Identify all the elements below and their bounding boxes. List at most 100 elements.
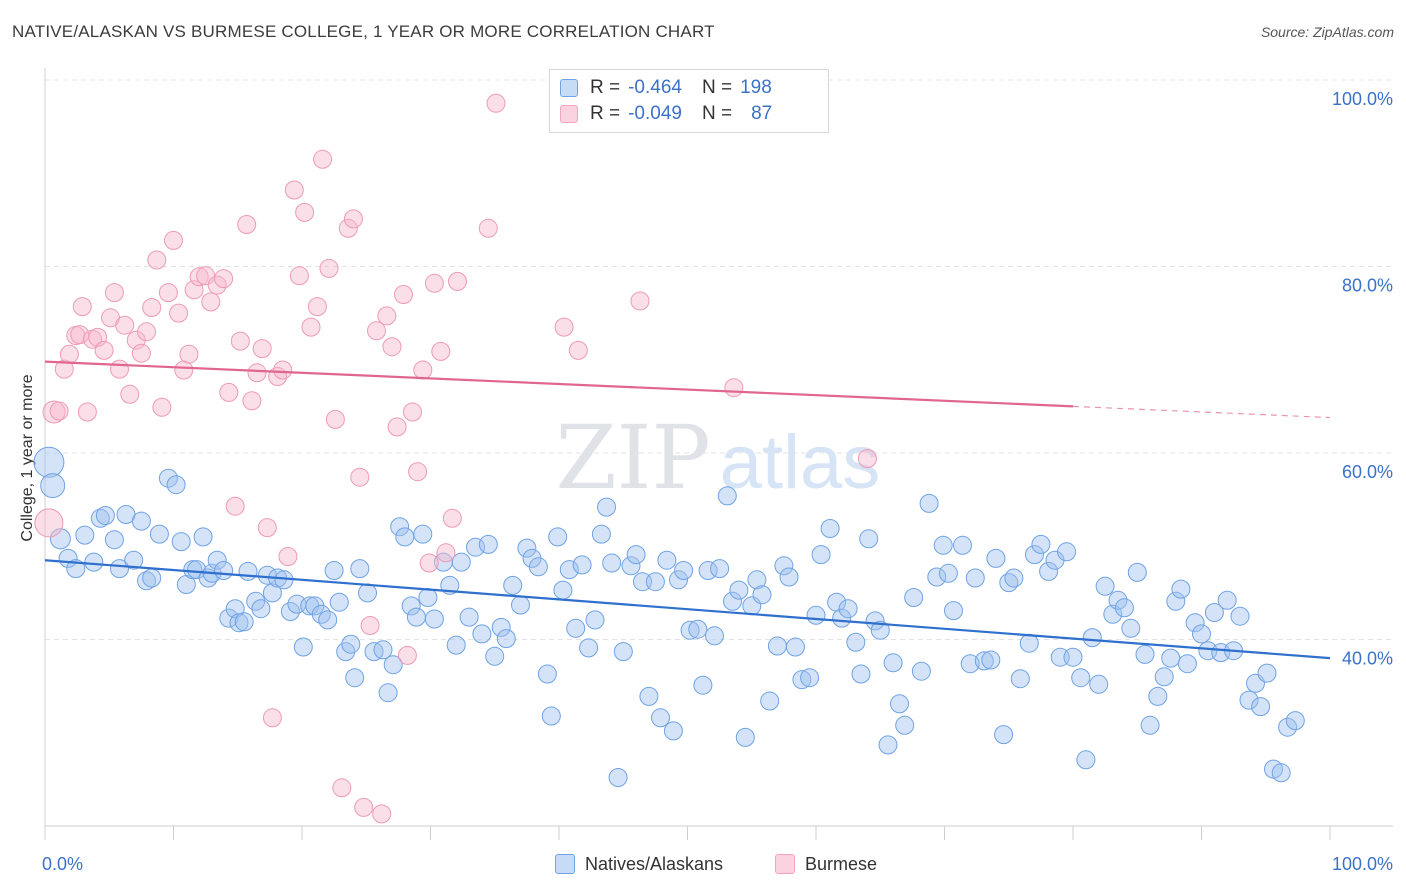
data-point bbox=[859, 529, 879, 549]
data-point bbox=[680, 620, 700, 640]
data-point bbox=[1140, 715, 1160, 735]
data-point bbox=[390, 517, 410, 537]
data-point bbox=[1166, 591, 1186, 611]
data-point bbox=[293, 637, 313, 657]
data-point bbox=[747, 570, 767, 590]
data-point bbox=[651, 708, 670, 728]
data-point bbox=[214, 269, 234, 289]
data-point bbox=[137, 322, 156, 342]
legend-item-natives[interactable]: Natives/Alaskans bbox=[555, 852, 723, 876]
data-point bbox=[104, 530, 124, 550]
data-point bbox=[442, 508, 462, 528]
data-point bbox=[572, 555, 592, 575]
r-value: -0.464 bbox=[628, 77, 682, 98]
data-point bbox=[229, 613, 249, 633]
data-point bbox=[124, 550, 144, 570]
data-point bbox=[418, 588, 438, 607]
data-point bbox=[120, 384, 140, 404]
data-point bbox=[630, 291, 650, 311]
data-point bbox=[1025, 545, 1044, 565]
data-point bbox=[383, 655, 403, 675]
data-point bbox=[329, 592, 349, 612]
n-value: 198 bbox=[740, 77, 772, 98]
data-point bbox=[478, 534, 498, 554]
data-point bbox=[360, 616, 380, 635]
data-point bbox=[448, 271, 467, 291]
data-point bbox=[974, 651, 994, 671]
data-point bbox=[280, 602, 300, 621]
data-point bbox=[806, 605, 826, 625]
data-point bbox=[669, 570, 688, 590]
data-point bbox=[832, 608, 852, 628]
data-point bbox=[760, 691, 780, 711]
data-point bbox=[1161, 648, 1181, 668]
data-point bbox=[820, 519, 840, 538]
data-point bbox=[413, 524, 433, 544]
data-point bbox=[608, 768, 628, 787]
data-point bbox=[49, 401, 69, 421]
r-value: -0.049 bbox=[628, 103, 682, 124]
data-point bbox=[247, 363, 267, 383]
data-point bbox=[846, 632, 866, 652]
grid-lines bbox=[45, 79, 1393, 640]
data-point bbox=[1271, 763, 1291, 783]
data-point bbox=[965, 568, 985, 588]
data-point bbox=[179, 344, 199, 364]
x-tick-label-max: 100.0% bbox=[1332, 854, 1393, 874]
data-point bbox=[378, 683, 398, 703]
data-point bbox=[242, 391, 262, 411]
data-point bbox=[729, 580, 749, 600]
data-point bbox=[110, 559, 129, 579]
data-point bbox=[158, 283, 178, 303]
data-point bbox=[42, 400, 66, 424]
data-point bbox=[90, 508, 110, 528]
trend-line-natives bbox=[44, 559, 1331, 660]
data-point bbox=[237, 215, 257, 234]
series-natives bbox=[33, 446, 1305, 787]
data-point bbox=[478, 218, 498, 238]
stats-swatch-natives bbox=[560, 79, 578, 97]
data-point bbox=[878, 735, 898, 755]
data-point bbox=[851, 664, 871, 684]
data-point bbox=[602, 553, 622, 573]
legend-item-burmese[interactable]: Burmese bbox=[775, 852, 877, 876]
y-tick-label: 100.0% bbox=[1332, 89, 1393, 109]
data-point bbox=[230, 331, 250, 351]
data-point bbox=[345, 668, 365, 688]
data-point bbox=[553, 580, 573, 600]
trend-line-burmese bbox=[44, 360, 1074, 408]
data-point bbox=[343, 209, 363, 229]
n-label: N = bbox=[701, 77, 733, 98]
data-point bbox=[115, 315, 135, 335]
data-point bbox=[568, 340, 588, 360]
data-point bbox=[234, 612, 254, 632]
data-point bbox=[225, 496, 245, 516]
n-value: 87 bbox=[751, 103, 773, 124]
legend-label-natives: Natives/Alaskans bbox=[585, 853, 724, 874]
data-point bbox=[657, 550, 677, 570]
data-point bbox=[1082, 628, 1102, 648]
data-point bbox=[225, 599, 245, 619]
data-point bbox=[717, 486, 737, 506]
y-tick-label: 40.0% bbox=[1342, 649, 1393, 669]
data-point bbox=[295, 202, 315, 222]
data-point bbox=[436, 543, 456, 563]
data-point bbox=[401, 596, 421, 616]
data-point bbox=[528, 557, 548, 577]
data-point bbox=[639, 686, 659, 706]
data-point bbox=[857, 449, 877, 469]
data-point bbox=[953, 535, 972, 555]
data-point bbox=[459, 607, 479, 627]
data-point bbox=[735, 727, 755, 747]
n-label: N = bbox=[701, 103, 733, 124]
chart-title: NATIVE/ALASKAN VS BURMESE COLLEGE, 1 YEA… bbox=[12, 22, 715, 41]
stats-row-burmese: R = -0.049 N = 87 bbox=[560, 102, 772, 126]
data-point bbox=[424, 609, 444, 629]
stats-box: R = -0.464 N = 198 R = -0.049 N = 87 bbox=[549, 69, 829, 133]
data-point bbox=[142, 568, 162, 588]
data-point bbox=[870, 620, 890, 640]
data-point bbox=[373, 640, 393, 660]
data-point bbox=[548, 527, 568, 547]
data-point bbox=[1148, 686, 1168, 706]
data-point bbox=[451, 552, 471, 572]
